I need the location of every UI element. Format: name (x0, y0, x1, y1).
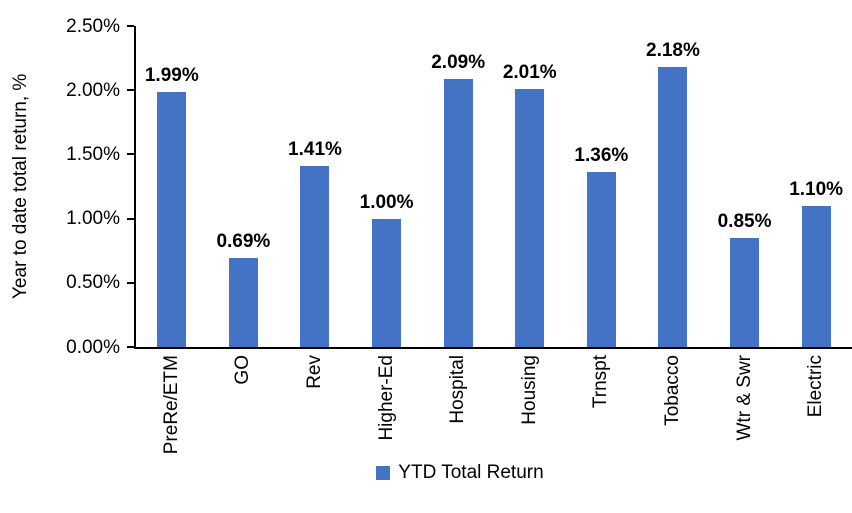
bar (228, 258, 258, 347)
bar (586, 172, 616, 347)
bar-value-label: 2.18% (646, 40, 700, 62)
x-label-slot: Electric (780, 355, 852, 465)
plot-area: 1.99% 0.69% 1.41% 1.00% 2.09% 2.01% 1.36% 2.18%… (134, 26, 852, 349)
bar-value-label: 0.85% (717, 210, 772, 232)
bar-slot: 2.01% (494, 26, 566, 347)
x-category-label: Rev (303, 355, 325, 389)
bar-value-label: 1.36% (574, 145, 629, 167)
x-label-slot: Rev (279, 355, 351, 465)
bar (157, 91, 187, 347)
x-category-label: Trnspt (590, 355, 612, 409)
bar-value-label: 1.41% (288, 139, 342, 160)
bar-slot: 1.36% (566, 26, 638, 347)
x-label-slot: PreRe/ETM (136, 355, 208, 465)
bar-value-label: 1.10% (789, 178, 844, 200)
y-tick-mark (127, 217, 134, 220)
x-category-label: Higher-Ed (375, 355, 397, 441)
y-tick-mark (127, 25, 134, 27)
y-tick-mark (127, 153, 134, 156)
y-tick-mark (127, 89, 134, 92)
x-category-label: Electric (805, 355, 827, 418)
bar-slot: 2.18% (637, 26, 709, 347)
legend-label: YTD Total Return (398, 462, 544, 483)
bar-slot: 1.41% (279, 26, 351, 347)
x-axis-labels: PreRe/ETM GO Rev Higher-Ed Hospital Housing Tr… (136, 355, 852, 465)
y-axis: 0.00% 0.50% 1.00% 1.50% 2.00% 2.50% (0, 17, 134, 357)
bar (300, 166, 330, 347)
x-label-slot: GO (208, 355, 280, 465)
bar-slot: 0.85% (709, 26, 781, 347)
x-category-label: Hospital (447, 355, 469, 424)
bar-slot: 1.99% (136, 26, 208, 347)
x-category-label: Housing (518, 355, 540, 425)
y-tick-label: 2.50% (66, 15, 120, 37)
bar-value-label: 1.99% (144, 64, 199, 86)
y-tick-mark (127, 346, 134, 348)
bar-slot: 0.69% (208, 26, 280, 347)
y-tick-label: 2.00% (66, 79, 120, 101)
legend: YTD Total Return (34, 462, 852, 484)
x-label-slot: Hospital (422, 355, 494, 465)
bar (730, 237, 760, 347)
bar-value-label: 2.01% (502, 61, 557, 83)
bar (801, 205, 831, 347)
bar (372, 218, 402, 347)
bar-value-label: 0.69% (216, 231, 271, 253)
y-tick-mark (127, 281, 134, 284)
x-label-slot: Higher-Ed (351, 355, 423, 465)
bar-slot: 1.00% (351, 26, 423, 347)
bar (443, 78, 473, 347)
x-label-slot: Tobacco (637, 355, 709, 465)
x-category-label: Tobacco (661, 355, 683, 426)
x-label-slot: Trnspt (566, 355, 638, 465)
legend-swatch-icon (376, 466, 391, 480)
bar (658, 67, 688, 347)
bars-container: 1.99% 0.69% 1.41% 1.00% 2.09% 2.01% 1.36% 2.18%… (136, 26, 852, 347)
x-label-slot: Wtr & Swr (709, 355, 781, 465)
bar-value-label: 1.00% (359, 191, 414, 213)
x-category-label: Wtr & Swr (733, 355, 755, 441)
bar-slot: 1.10% (780, 26, 852, 347)
y-tick-label: 1.50% (66, 143, 120, 165)
x-category-label: GO (232, 355, 254, 385)
y-tick-label: 1.00% (66, 208, 120, 230)
x-category-label: PreRe/ETM (160, 355, 182, 455)
y-tick-label: 0.00% (66, 336, 120, 358)
bar-value-label: 2.09% (431, 51, 486, 73)
bar (515, 88, 545, 347)
x-label-slot: Housing (494, 355, 566, 465)
y-tick-label: 0.50% (66, 272, 120, 294)
bar-slot: 2.09% (422, 26, 494, 347)
